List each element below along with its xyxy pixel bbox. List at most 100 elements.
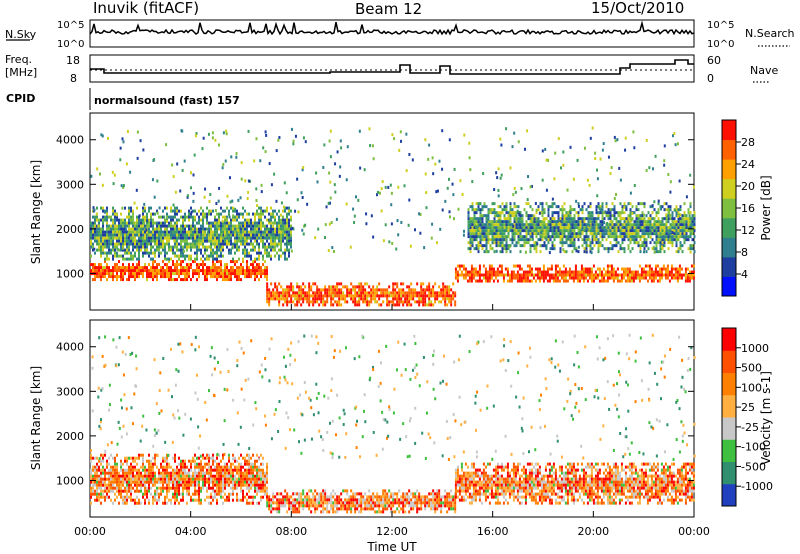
heatmap-cell <box>553 229 556 233</box>
heatmap-cell <box>601 208 604 212</box>
heatmap-cell <box>270 212 272 216</box>
heatmap-cell <box>148 221 150 225</box>
heatmap-cell <box>288 227 290 231</box>
heatmap-cell <box>184 227 186 231</box>
heatmap-cell <box>473 211 476 215</box>
heatmap-cell <box>300 297 303 301</box>
heatmap-cell <box>275 199 278 203</box>
heatmap-cell <box>116 468 118 472</box>
heatmap-cell <box>392 297 395 301</box>
heatmap-cell <box>545 188 548 192</box>
heatmap-cell <box>150 218 152 222</box>
heatmap-cell <box>539 229 542 233</box>
heatmap-cell <box>256 251 258 255</box>
heatmap-cell <box>182 224 184 228</box>
heatmap-cell <box>497 223 500 227</box>
heatmap-cell <box>190 224 192 228</box>
heatmap-cell <box>322 303 325 307</box>
heatmap-cell <box>550 264 553 268</box>
heatmap-cell <box>636 270 639 274</box>
heatmap-cell <box>92 236 94 240</box>
heatmap-cell <box>471 238 474 242</box>
heatmap-cell <box>510 273 513 277</box>
heatmap-cell <box>495 220 498 224</box>
heatmap-cell <box>503 229 506 233</box>
heatmap-cell <box>573 226 576 230</box>
heatmap-cell <box>208 209 210 213</box>
heatmap-cell <box>184 218 186 222</box>
heatmap-cell <box>244 239 246 243</box>
heatmap-cell <box>176 221 178 225</box>
heatmap-cell <box>487 208 490 212</box>
heatmap-cell <box>200 236 202 240</box>
heatmap-cell <box>104 233 106 237</box>
heatmap-cell <box>635 238 638 242</box>
heatmap-cell <box>256 275 258 279</box>
heatmap-cell <box>511 223 514 227</box>
heatmap-cell <box>486 273 489 277</box>
heatmap-cell <box>208 200 211 204</box>
heatmap-cell <box>611 244 614 248</box>
heatmap-cell <box>618 279 621 283</box>
heatmap-cell <box>220 206 222 210</box>
heatmap-cell <box>118 480 120 484</box>
heatmap-cell <box>196 227 198 231</box>
heatmap-cell <box>252 260 254 264</box>
heatmap-cell <box>639 235 642 239</box>
heatmap-cell <box>518 264 521 268</box>
heatmap-cell <box>645 244 648 248</box>
heatmap-cell <box>206 254 208 258</box>
heatmap-cell <box>118 221 120 225</box>
heatmap-cell <box>371 144 374 148</box>
heatmap-cell <box>473 247 476 251</box>
heatmap-cell <box>595 220 598 224</box>
heatmap-cell <box>283 181 286 185</box>
heatmap-cell <box>102 215 104 219</box>
heatmap-cell <box>682 273 685 277</box>
heatmap-cell <box>610 267 613 271</box>
heatmap-cell <box>545 244 548 248</box>
heatmap-cell <box>124 272 126 276</box>
heatmap-cell <box>268 162 271 166</box>
heatmap-cell <box>608 270 611 274</box>
heatmap-cell <box>156 272 158 276</box>
heatmap-cell <box>100 462 102 466</box>
heatmap-cell <box>507 214 510 218</box>
heatmap-cell <box>290 245 292 249</box>
heatmap-cell <box>529 244 532 248</box>
heatmap-cell <box>689 235 692 239</box>
heatmap-cell <box>627 238 630 242</box>
heatmap-cell <box>673 238 676 242</box>
heatmap-cell <box>304 140 307 144</box>
heatmap-cell <box>535 232 538 236</box>
heatmap-cell <box>525 226 528 230</box>
heatmap-cell <box>464 273 467 277</box>
heatmap-cell <box>405 132 408 136</box>
heatmap-cell <box>126 236 128 240</box>
heatmap-cell <box>215 201 218 205</box>
heatmap-cell <box>144 233 146 237</box>
heatmap-cell <box>120 495 122 499</box>
heatmap-cell <box>691 232 694 236</box>
heatmap-cell <box>292 288 295 292</box>
heatmap-cell <box>582 276 585 280</box>
heatmap-cell <box>128 239 130 243</box>
heatmap-cell <box>513 229 516 233</box>
heatmap-cell <box>622 273 625 277</box>
heatmap-cell <box>224 209 226 213</box>
heatmap-cell <box>585 217 588 221</box>
heatmap-cell <box>619 235 622 239</box>
heatmap-cell <box>346 291 349 295</box>
heatmap-cell <box>658 267 661 271</box>
heatmap-cell <box>583 241 586 245</box>
heatmap-cell <box>539 235 542 239</box>
heatmap-cell <box>627 247 630 251</box>
heatmap-cell <box>143 202 146 206</box>
heatmap-cell <box>370 291 373 295</box>
heatmap-cell <box>648 264 651 268</box>
heatmap-cell <box>635 208 638 212</box>
heatmap-cell <box>122 248 124 252</box>
heatmap-cell <box>230 227 232 231</box>
heatmap-cell <box>180 263 182 267</box>
heatmap-cell <box>130 468 132 472</box>
